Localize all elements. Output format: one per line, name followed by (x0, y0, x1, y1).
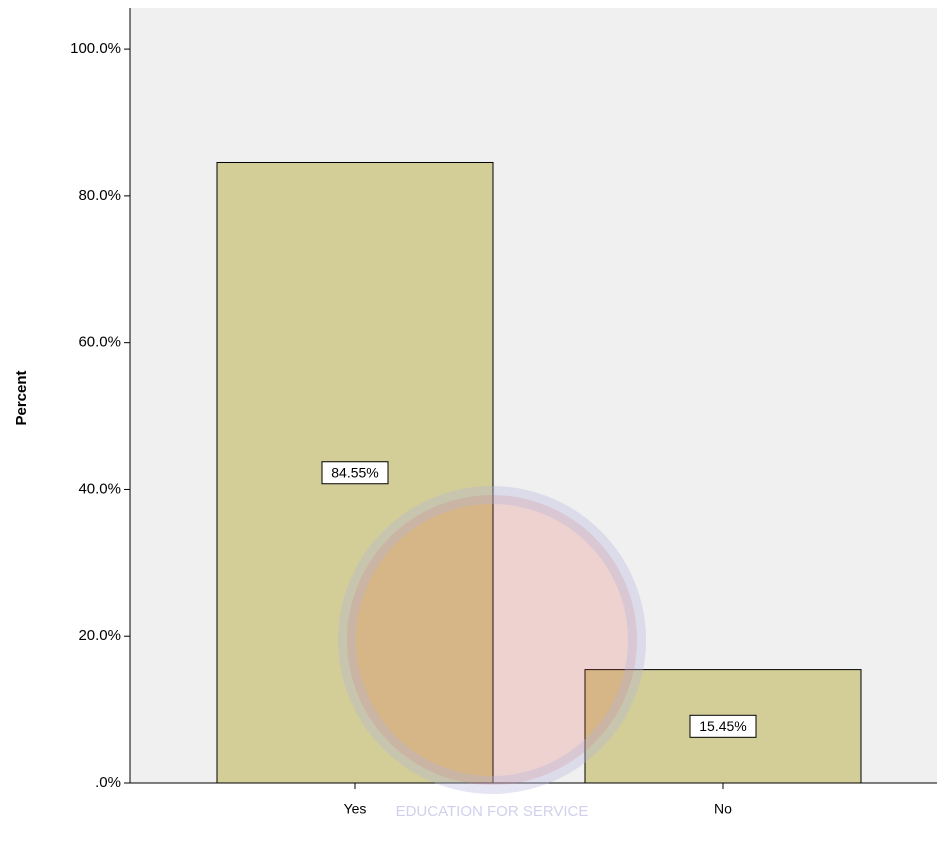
value-label-box (321, 461, 389, 485)
y-tick-label: 20.0% (78, 627, 121, 644)
value-label-box (689, 714, 757, 738)
y-tick-label: 40.0% (78, 480, 121, 497)
watermark-seal (338, 486, 646, 794)
x-tick-label: Yes (344, 801, 367, 817)
x-tick-label: No (714, 801, 732, 817)
y-tick-label: .0% (95, 774, 121, 791)
y-tick-label: 100.0% (70, 40, 121, 57)
watermark: EDUCATION FOR SERVICE (396, 803, 589, 820)
y-tick-label: 60.0% (78, 334, 121, 351)
value-label: 15.45% (699, 718, 746, 734)
value-label: 84.55% (331, 464, 378, 480)
y-axis-label: Percent (13, 370, 30, 425)
y-tick-label: 80.0% (78, 187, 121, 204)
